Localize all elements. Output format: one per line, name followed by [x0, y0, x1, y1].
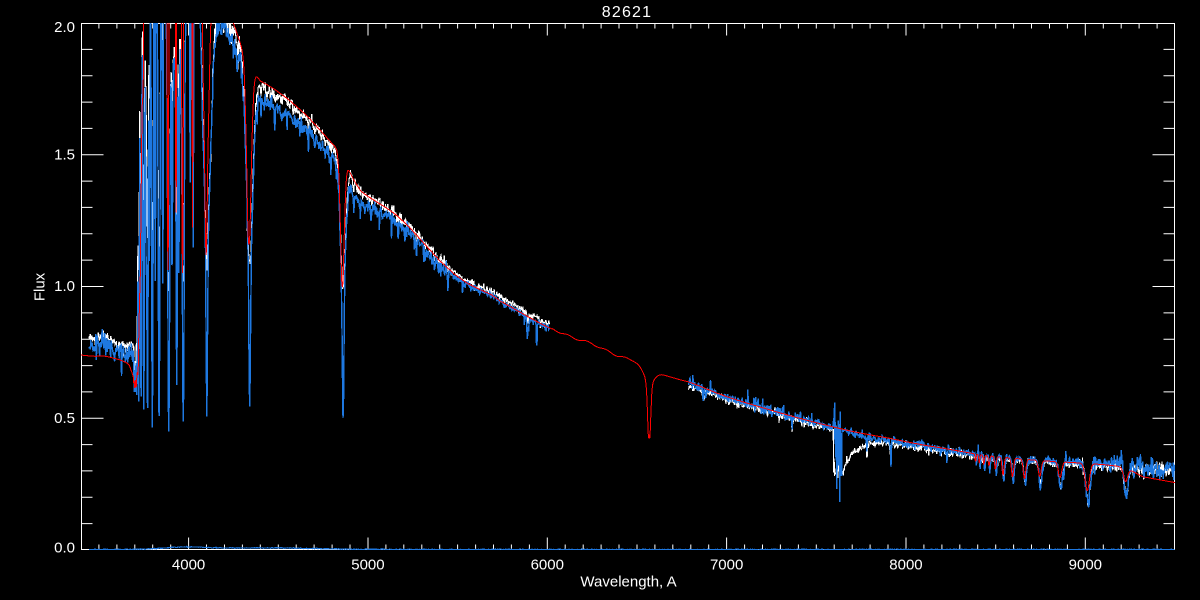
svg-text:82621: 82621 — [602, 4, 653, 21]
svg-text:1.0: 1.0 — [54, 278, 75, 295]
svg-text:8000: 8000 — [889, 557, 922, 574]
svg-text:2.0: 2.0 — [54, 19, 75, 36]
svg-text:9000: 9000 — [1069, 557, 1102, 574]
svg-text:Flux: Flux — [32, 272, 49, 301]
svg-text:0.5: 0.5 — [54, 410, 75, 427]
svg-text:4000: 4000 — [172, 557, 205, 574]
svg-text:6000: 6000 — [531, 557, 564, 574]
svg-text:Wavelength, A: Wavelength, A — [580, 574, 676, 591]
svg-text:0.0: 0.0 — [54, 540, 75, 557]
svg-text:1.5: 1.5 — [54, 146, 75, 163]
svg-text:5000: 5000 — [351, 557, 384, 574]
svg-text:7000: 7000 — [710, 557, 743, 574]
